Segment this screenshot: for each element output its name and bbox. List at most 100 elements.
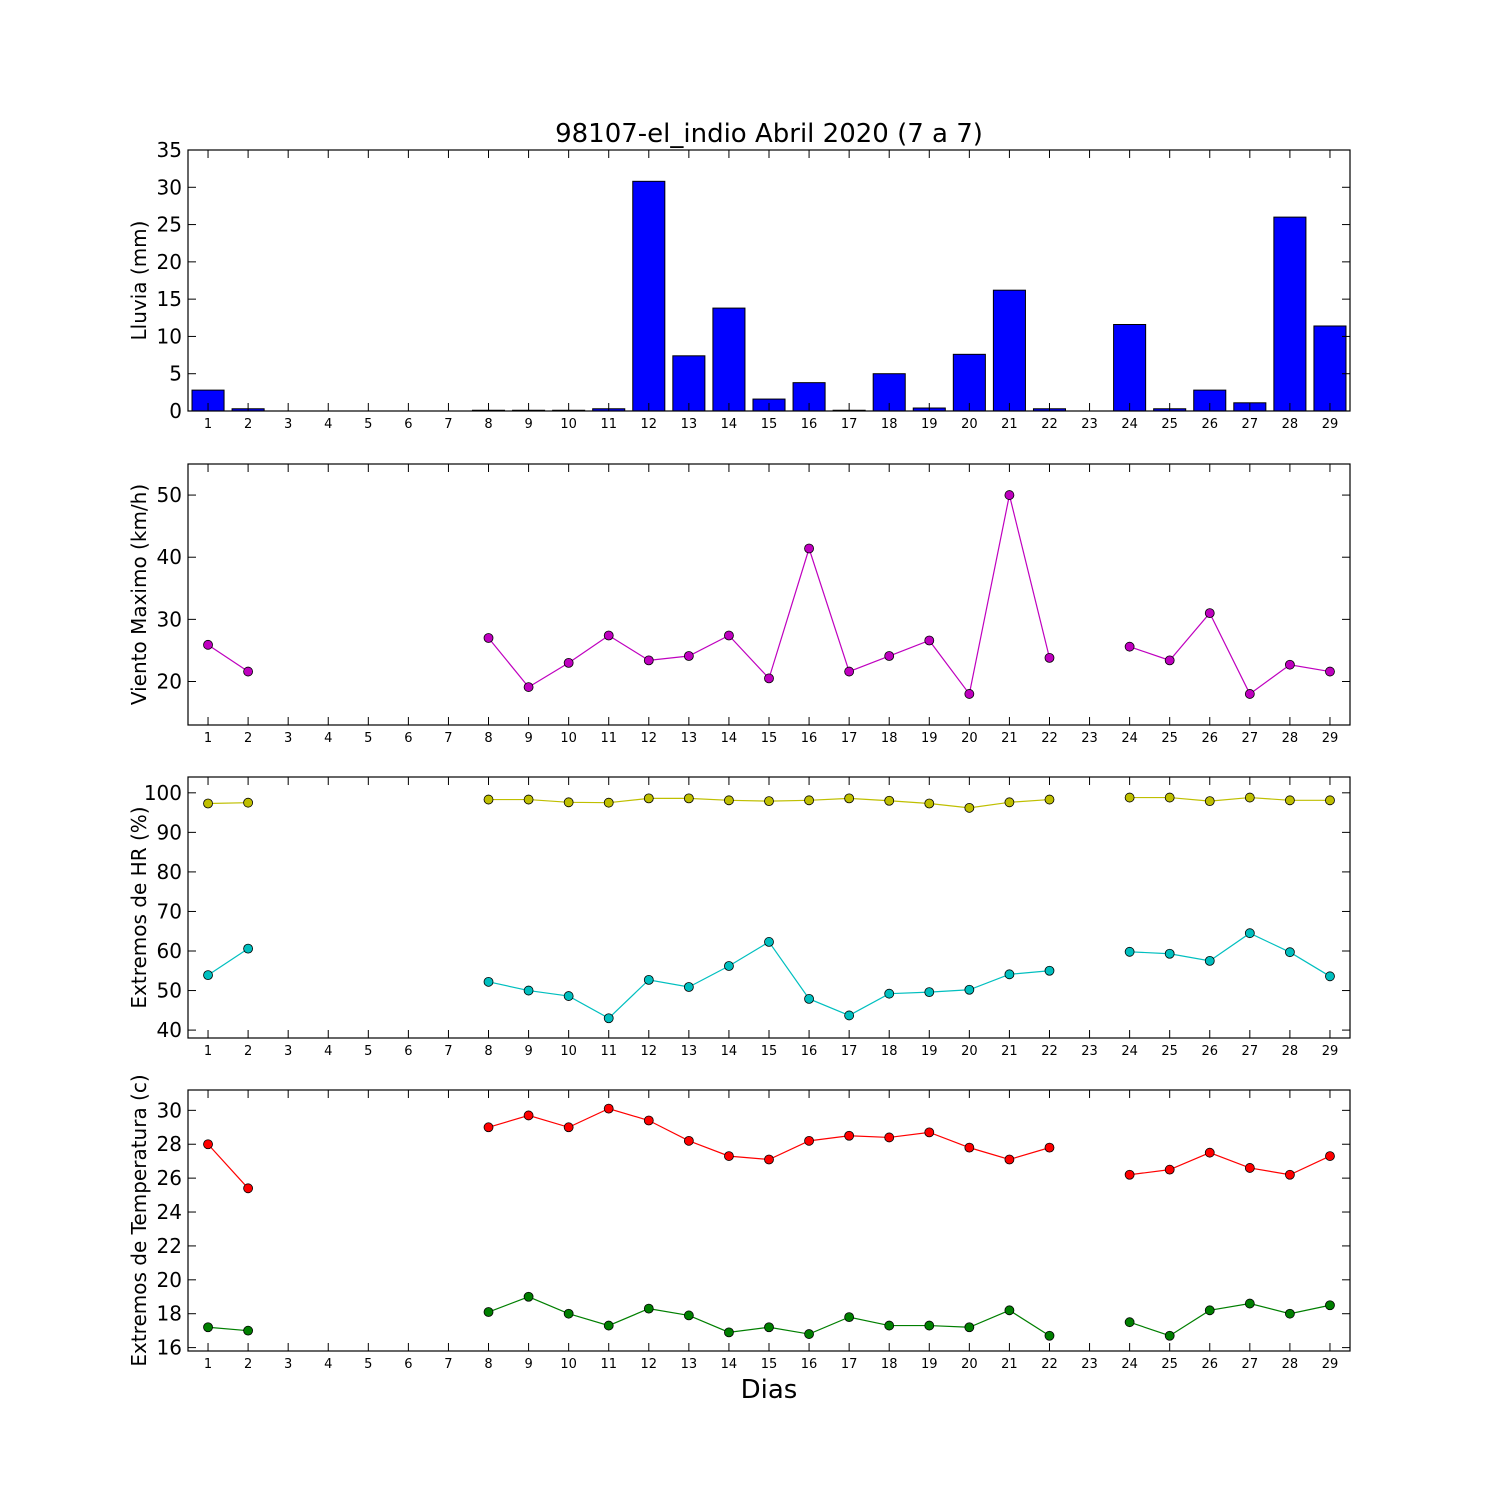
xtick-label: 20 <box>961 417 978 432</box>
series-1-point-day-25 <box>1164 1164 1175 1175</box>
series-2-point-day-20 <box>964 1322 975 1333</box>
xtick-label: 14 <box>721 1357 738 1372</box>
xtick-label: 26 <box>1201 731 1218 746</box>
series-1-point-day-10 <box>563 797 574 808</box>
xtick-label: 8 <box>484 731 492 746</box>
series-2-point-day-13 <box>683 982 694 992</box>
series-2-point-day-17 <box>844 1010 855 1021</box>
series-1-point-day-10 <box>563 657 574 668</box>
series-1-point-day-12 <box>643 793 654 804</box>
series-2-point-day-16 <box>804 1329 814 1339</box>
bar-day-14 <box>712 307 746 412</box>
ytick-label: 20 <box>157 670 182 694</box>
series-1-point-day-2 <box>243 1183 254 1194</box>
xtick-label: 3 <box>284 731 292 746</box>
series-2-line <box>1129 932 1331 977</box>
series-2-point-day-19 <box>924 987 935 998</box>
series-2-point-day-8 <box>483 1307 494 1317</box>
xtick-label: 5 <box>364 731 372 746</box>
xtick-label: 17 <box>841 1044 858 1059</box>
series-1-point-day-22 <box>1044 794 1055 805</box>
xtick-label: 28 <box>1282 1357 1299 1372</box>
series-2-point-day-25 <box>1164 1330 1175 1341</box>
series-2-point-day-12 <box>643 974 654 985</box>
xtick-label: 1 <box>204 1044 212 1059</box>
series-1-point-day-21 <box>1004 1154 1015 1165</box>
xtick-label: 28 <box>1282 417 1299 432</box>
x-axis-label: Dias <box>741 1375 798 1405</box>
xtick-label: 23 <box>1081 731 1098 746</box>
xtick-label: 10 <box>560 1044 577 1059</box>
xtick-label: 22 <box>1041 417 1058 432</box>
xtick-label: 12 <box>641 1357 658 1372</box>
xtick-label: 12 <box>641 417 658 432</box>
xtick-label: 2 <box>244 731 252 746</box>
series-1-point-day-18 <box>884 1132 895 1143</box>
xtick-label: 2 <box>244 417 252 432</box>
series-2-point-day-21 <box>1004 1305 1015 1316</box>
series-1-point-day-1 <box>203 639 213 650</box>
series-2-point-day-17 <box>844 1312 855 1323</box>
xtick-label: 13 <box>681 731 698 746</box>
xtick-label: 17 <box>841 417 858 432</box>
y-axis-label: Extremos de HR (%) <box>127 806 151 1008</box>
series-2-point-day-15 <box>764 937 774 947</box>
ytick-label: 30 <box>157 1098 182 1122</box>
xtick-label: 15 <box>761 1357 778 1372</box>
series-2-point-day-29 <box>1325 971 1335 982</box>
series-1-line <box>208 802 249 805</box>
xtick-label: 27 <box>1242 1044 1259 1059</box>
series-1-point-day-19 <box>924 1127 935 1138</box>
series-1-point-day-8 <box>483 1122 494 1133</box>
y-axis-label: Lluvia (mm) <box>127 221 151 341</box>
xtick-label: 6 <box>404 417 412 432</box>
series-1-point-day-26 <box>1204 796 1215 807</box>
series-1-point-day-1 <box>203 798 213 809</box>
series-1-point-day-25 <box>1164 792 1175 803</box>
xtick-label: 14 <box>721 1044 738 1059</box>
series-1-line <box>1129 796 1330 802</box>
series-2-point-day-2 <box>243 943 254 954</box>
xtick-label: 18 <box>881 1044 898 1059</box>
xtick-label: 12 <box>641 731 658 746</box>
series-2-point-day-16 <box>804 993 814 1004</box>
series-2-point-day-24 <box>1124 1317 1135 1328</box>
xtick-label: 7 <box>444 417 452 432</box>
series-1-point-day-2 <box>243 797 254 808</box>
series-1-point-day-27 <box>1244 792 1255 803</box>
series-1-point-day-17 <box>844 793 855 804</box>
ytick-label: 0 <box>169 399 182 423</box>
series-1-point-day-26 <box>1204 608 1215 619</box>
xtick-label: 27 <box>1242 417 1259 432</box>
series-2-point-day-28 <box>1284 1308 1295 1319</box>
xtick-label: 22 <box>1041 1044 1058 1059</box>
xtick-label: 8 <box>484 1044 492 1059</box>
series-2-point-day-18 <box>884 1320 895 1331</box>
ytick-label: 60 <box>157 939 182 963</box>
series-2-point-day-27 <box>1244 1298 1255 1309</box>
series-1-point-day-10 <box>563 1122 574 1133</box>
xtick-label: 1 <box>204 417 212 432</box>
xtick-label: 21 <box>1001 417 1018 432</box>
xtick-label: 6 <box>404 1044 412 1059</box>
ytick-label: 50 <box>157 483 182 507</box>
xtick-label: 24 <box>1121 417 1138 432</box>
xtick-label: 16 <box>801 417 818 432</box>
series-1-point-day-14 <box>724 1151 734 1161</box>
series-1-point-day-21 <box>1004 490 1015 500</box>
xtick-label: 20 <box>961 1357 978 1372</box>
xtick-label: 29 <box>1322 1357 1339 1372</box>
series-2-point-day-26 <box>1204 1305 1215 1316</box>
ytick-label: 30 <box>157 175 182 199</box>
xtick-label: 9 <box>524 1357 532 1372</box>
series-2-point-day-28 <box>1284 947 1295 958</box>
series-2-point-day-20 <box>964 984 975 995</box>
series-1-point-day-13 <box>683 1135 694 1146</box>
series-2-line <box>207 948 249 976</box>
xtick-label: 16 <box>801 1357 818 1372</box>
bar-day-21 <box>992 289 1026 412</box>
xtick-label: 26 <box>1201 1357 1218 1372</box>
xtick-label: 7 <box>444 1044 452 1059</box>
